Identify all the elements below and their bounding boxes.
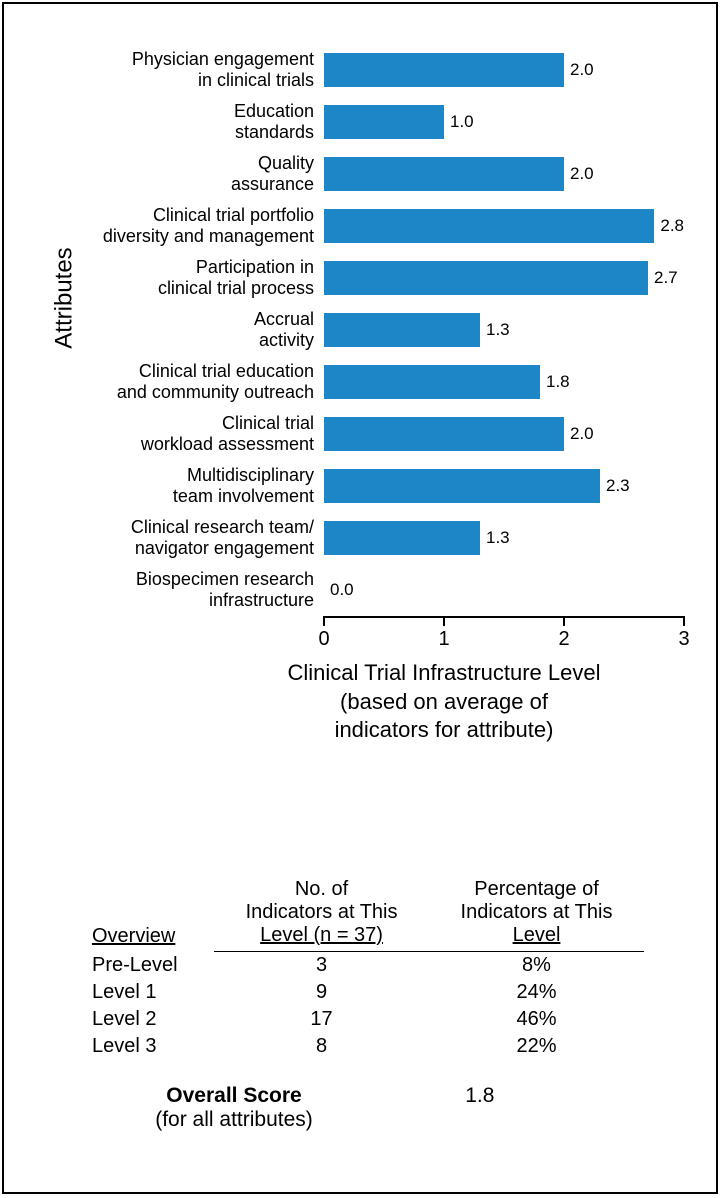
x-axis: 0123 [324, 616, 684, 617]
table-header: Percentage ofIndicators at ThisLevel [429, 874, 644, 952]
bar-row: Participation inclinical trial process2.… [324, 252, 684, 304]
x-tick [563, 616, 565, 626]
table-cell: Level 2 [84, 1006, 214, 1033]
x-tick-label: 2 [558, 628, 569, 651]
overall-score-label: Overall Score (for all attributes) [84, 1084, 384, 1132]
bar-label: Qualityassurance [54, 153, 314, 194]
bar-label: Biospecimen researchinfrastructure [54, 569, 314, 610]
bar-row: Physician engagementin clinical trials2.… [324, 44, 684, 96]
bar-value: 2.0 [570, 60, 594, 80]
bar-row: Accrualactivity1.3 [324, 304, 684, 356]
bar-label: Clinical research team/navigator engagem… [54, 517, 314, 558]
x-tick [683, 616, 685, 626]
table-header: No. ofIndicators at ThisLevel (n = 37) [214, 874, 429, 952]
table-cell: 46% [429, 1006, 644, 1033]
bar-label: Clinical trial portfoliodiversity and ma… [54, 205, 314, 246]
bar-value: 2.8 [660, 216, 684, 236]
bar-label: Accrualactivity [54, 309, 314, 350]
bar-row: Clinical trial portfoliodiversity and ma… [324, 200, 684, 252]
bar [324, 313, 480, 347]
table-row: Level 1924% [84, 979, 644, 1006]
x-tick-label: 1 [438, 628, 449, 651]
x-axis-title: Clinical Trial Infrastructure Level(base… [194, 659, 694, 745]
bar-label: Physician engagementin clinical trials [54, 49, 314, 90]
bar-label: Multidisciplinaryteam involvement [54, 465, 314, 506]
x-tick [323, 616, 325, 626]
bar-label: Clinical trial educationand community ou… [54, 361, 314, 402]
x-axis-line [324, 616, 684, 618]
bar-row: Clinical trialworkload assessment2.0 [324, 408, 684, 460]
bar-value: 1.3 [486, 320, 510, 340]
bar-row: Clinical research team/navigator engagem… [324, 512, 684, 564]
bar-label: Educationstandards [54, 101, 314, 142]
bar [324, 261, 648, 295]
table-cell: 9 [214, 979, 429, 1006]
bar-label: Clinical trialworkload assessment [54, 413, 314, 454]
bar-value: 2.0 [570, 424, 594, 444]
overview-table: OverviewNo. ofIndicators at ThisLevel (n… [84, 874, 644, 1060]
table-row: Level 21746% [84, 1006, 644, 1033]
table-cell: Pre-Level [84, 952, 214, 980]
bar [324, 469, 600, 503]
bar-row: Biospecimen researchinfrastructure0.0 [324, 564, 684, 616]
table-row: Level 3822% [84, 1033, 644, 1060]
bar [324, 53, 564, 87]
bar-value: 2.0 [570, 164, 594, 184]
bar-value: 1.8 [546, 372, 570, 392]
table-cell: 24% [429, 979, 644, 1006]
bar [324, 365, 540, 399]
table-cell: 22% [429, 1033, 644, 1060]
bars-container: Physician engagementin clinical trials2.… [324, 44, 684, 614]
x-tick-label: 0 [318, 628, 329, 651]
bar-label: Participation inclinical trial process [54, 257, 314, 298]
bar [324, 209, 654, 243]
table-row: Pre-Level38% [84, 952, 644, 980]
table-cell: 17 [214, 1006, 429, 1033]
figure-frame: Attributes Physician engagementin clinic… [2, 2, 718, 1194]
bar-row: Educationstandards1.0 [324, 96, 684, 148]
bar [324, 105, 444, 139]
x-tick-label: 3 [678, 628, 689, 651]
bar-value: 0.0 [330, 580, 354, 600]
overall-score-value: 1.8 [390, 1084, 570, 1108]
bar-chart: Attributes Physician engagementin clinic… [24, 34, 696, 734]
bar-value: 1.3 [486, 528, 510, 548]
table-cell: Level 3 [84, 1033, 214, 1060]
overall-score: Overall Score (for all attributes) 1.8 [84, 1084, 644, 1132]
bar [324, 521, 480, 555]
table-cell: 8 [214, 1033, 429, 1060]
bar-value: 2.7 [654, 268, 678, 288]
table-cell: 3 [214, 952, 429, 980]
table-cell: 8% [429, 952, 644, 980]
bar [324, 417, 564, 451]
table-cell: Level 1 [84, 979, 214, 1006]
bar-row: Multidisciplinaryteam involvement2.3 [324, 460, 684, 512]
bar-row: Qualityassurance2.0 [324, 148, 684, 200]
bar [324, 157, 564, 191]
bar-value: 1.0 [450, 112, 474, 132]
bar-value: 2.3 [606, 476, 630, 496]
x-tick [443, 616, 445, 626]
table-header: Overview [84, 874, 214, 952]
bar-row: Clinical trial educationand community ou… [324, 356, 684, 408]
